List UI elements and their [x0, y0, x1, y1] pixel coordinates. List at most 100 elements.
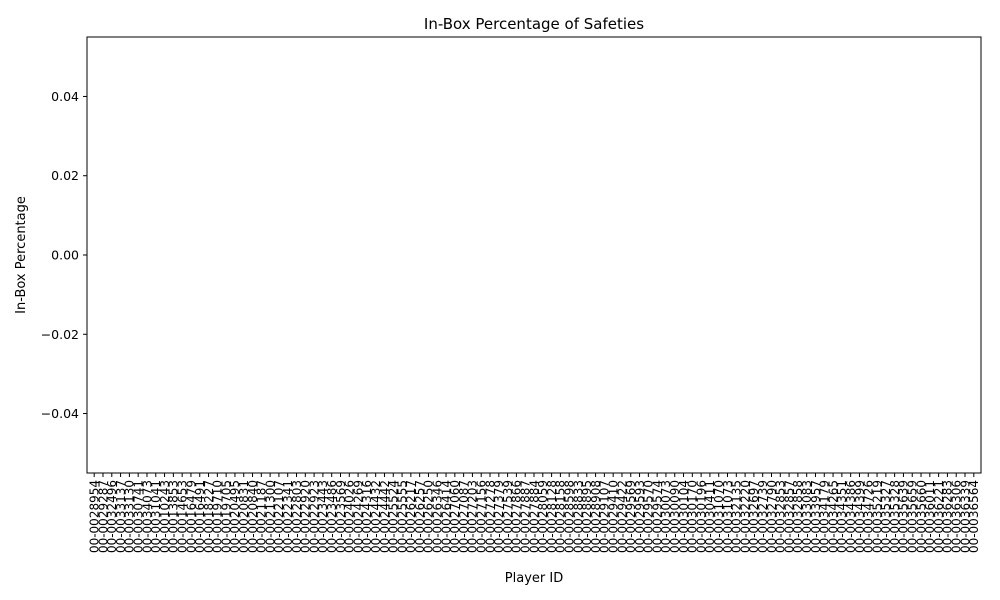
x-tick-label: 00-0032857	[782, 480, 796, 553]
x-tick-label: 00-0034179	[818, 480, 832, 553]
x-tick-label: 00-0027539	[501, 480, 515, 553]
x-tick-label: 00-0021187	[255, 480, 269, 553]
x-tick-label: 00-0028833	[571, 480, 585, 553]
x-tick-label: 00-0036306	[950, 480, 964, 553]
x-tick-label: 00-0025555	[395, 480, 409, 553]
y-tick-label: −0.02	[41, 327, 79, 342]
x-tick-label: 00-0036221	[932, 480, 946, 553]
x-tick-label: 00-0035219	[870, 480, 884, 553]
x-tick-label: 00-0020840	[246, 480, 260, 553]
x-tick-label: 00-0029287	[96, 480, 110, 553]
x-tick-label: 00-0021300	[263, 480, 277, 553]
x-tick-label: 00-0020831	[237, 480, 251, 553]
x-tick-label: 00-0029422	[615, 480, 629, 553]
x-tick-label: 00-0033957	[809, 480, 823, 553]
x-tick-label: 00-0027278	[483, 480, 497, 553]
x-tick-label: 00-0016479	[184, 480, 198, 553]
x-tick-label: 00-0032496	[105, 480, 119, 553]
x-tick-label: 00-0032697	[747, 480, 761, 553]
x-tick-label: 00-0022920	[299, 480, 313, 553]
x-tick-label: 00-0033083	[800, 480, 814, 553]
x-tick-label: 00-0034265	[826, 480, 840, 553]
x-tick-label: 00-0028954	[87, 480, 101, 553]
x-tick-label: 00-0027884	[527, 480, 541, 553]
x-tick-label: 00-0022341	[281, 480, 295, 553]
x-tick-label: 00-0027087	[457, 480, 471, 553]
x-axis-label: Player ID	[505, 571, 563, 586]
x-tick-label: 00-0035328	[888, 480, 902, 553]
plot-frame	[86, 36, 982, 474]
x-tick-label: 00-0031041	[149, 480, 163, 553]
x-tick-label: 00-0034386	[844, 480, 858, 553]
x-tick-label: 00-0035660	[914, 480, 928, 553]
x-tick-label: 00-0029593	[633, 480, 647, 553]
x-tick-label: 00-0029569	[624, 480, 638, 553]
x-tick-label: 00-0030196	[694, 480, 708, 553]
x-tick-label: 00-0031070	[712, 480, 726, 553]
x-tick-label: 00-0036011	[923, 480, 937, 553]
x-tick-label: 00-0034073	[140, 480, 154, 553]
x-tick-label: 00-0033130	[123, 480, 137, 553]
x-tick-label: 00-0032220	[738, 480, 752, 553]
x-tick-label: 00-0027379	[492, 480, 506, 553]
x-tick-label: 00-0034351	[835, 480, 849, 553]
x-tick-label: 00-0032853	[774, 480, 788, 553]
x-tick-label: 00-0030741	[131, 480, 145, 553]
x-tick-label: 00-0029410	[606, 480, 620, 553]
x-tick-label: 00-0027203	[466, 480, 480, 553]
x-tick-label: 00-0028598	[562, 480, 576, 553]
x-tick-label: 00-0024432	[369, 480, 383, 553]
x-tick-label: 00-0022107	[272, 480, 286, 553]
x-tick-label: 00-0028908	[589, 480, 603, 553]
x-tick-label: 00-0032135	[730, 480, 744, 553]
x-tick-label: 00-0027060	[448, 480, 462, 553]
x-tick-label: 00-0030170	[686, 480, 700, 553]
x-tick-label: 00-0031073	[721, 480, 735, 553]
x-tick-label: 00-0014653	[175, 480, 189, 553]
x-tick-label: 00-0030411	[703, 480, 717, 553]
x-tick-label: 00-0034726	[862, 480, 876, 553]
x-tick-label: 00-0030073	[659, 480, 673, 553]
x-tick-label: 00-0024442	[378, 480, 392, 553]
x-tick-label: 00-0018227	[202, 480, 216, 553]
x-tick-label: 00-0024316	[360, 480, 374, 553]
x-tick-label: 00-0026250	[422, 480, 436, 553]
x-tick-label: 00-0034399	[853, 480, 867, 553]
x-tick-label: 00-0036339	[958, 480, 972, 553]
x-tick-label: 00-0028128	[545, 480, 559, 553]
x-tick-label: 00-0016491	[193, 480, 207, 553]
x-tick-label: 00-0027887	[519, 480, 533, 553]
x-tick-label: 00-0027156	[475, 480, 489, 553]
x-tick-label: 00-0023569	[334, 480, 348, 553]
x-tick-label: 00-0036283	[941, 480, 955, 553]
x-tick-label: 00-0026257	[413, 480, 427, 553]
x-tick-label: 00-0013853	[167, 480, 181, 553]
x-tick-label: 00-0020495	[228, 480, 242, 553]
y-axis: −0.04 −0.02 0.00 0.02 0.04	[41, 89, 87, 421]
x-tick-label: 00-0036564	[967, 480, 981, 553]
x-tick-label: 00-0024269	[351, 480, 365, 553]
x-tick-label: 00-0029574	[650, 480, 664, 553]
y-tick-label: 0.02	[51, 168, 79, 183]
x-tick-label: 00-0030104	[677, 480, 691, 553]
y-axis-label: In-Box Percentage	[14, 196, 29, 314]
x-tick-label: 00-0022803	[290, 480, 304, 553]
x-tick-label: 00-0025524	[387, 480, 401, 553]
x-tick-label: 00-0032739	[756, 480, 770, 553]
x-tick-label: 00-0023486	[325, 480, 339, 553]
x-tick-label: 00-0028059	[536, 480, 550, 553]
x-tick-label: 00-0028895	[580, 480, 594, 553]
x-tick-label: 00-0023443	[316, 480, 330, 553]
x-tick-label: 00-0029570	[642, 480, 656, 553]
x-tick-label: 00-0019710	[211, 480, 225, 553]
x-tick-label: 00-0019705	[219, 480, 233, 553]
x-tick-label: 00-0035327	[879, 480, 893, 553]
x-tick-label: 00-0026346	[431, 480, 445, 553]
x-tick-label: 00-0035639	[897, 480, 911, 553]
x-tick-label: 00-0022923	[307, 480, 321, 553]
x-tick-label: 00-0032790	[765, 480, 779, 553]
y-tick-label: 0.04	[51, 89, 79, 104]
x-tick-label: 00-0029107	[598, 480, 612, 553]
x-tick-label: 00-0027866	[510, 480, 524, 553]
